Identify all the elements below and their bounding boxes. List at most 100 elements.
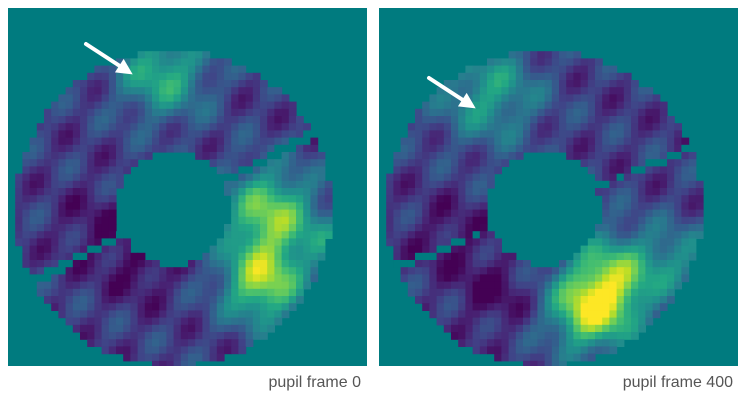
- pupil-pixel: [667, 209, 675, 218]
- pupil-pixel: [465, 159, 474, 167]
- pupil-pixel: [166, 87, 175, 95]
- pupil-pixel: [44, 267, 52, 275]
- pupil-pixel: [94, 260, 103, 268]
- pupil-pixel: [238, 101, 247, 110]
- pupil-pixel: [137, 339, 146, 347]
- pupil-pixel: [202, 123, 211, 131]
- pupil-pixel: [216, 87, 225, 95]
- pupil-pixel: [458, 173, 466, 182]
- pupil-pixel: [180, 80, 189, 88]
- pupil-pixel: [166, 144, 175, 153]
- pupil-pixel: [296, 123, 304, 131]
- pupil-pixel: [274, 303, 283, 311]
- pupil-pixel: [58, 209, 67, 218]
- pupil-pixel: [281, 108, 290, 117]
- pupil-pixel: [303, 267, 311, 275]
- pupil-pixel: [479, 137, 488, 146]
- pupil-pixel: [238, 224, 247, 232]
- pupil-pixel: [281, 144, 290, 153]
- pupil-pixel: [159, 80, 167, 88]
- pupil-pixel: [65, 144, 74, 153]
- pupil-pixel: [508, 144, 517, 153]
- pupil-pixel: [602, 166, 610, 175]
- pupil-pixel: [479, 224, 488, 232]
- pupil-pixel: [252, 144, 261, 153]
- pupil-pixel: [587, 65, 596, 74]
- pupil-pixel: [465, 216, 474, 225]
- pupil-pixel: [51, 188, 59, 196]
- pupil-pixel: [116, 231, 124, 239]
- pupil-pixel: [386, 209, 394, 218]
- pupil-pixel: [544, 130, 553, 139]
- pupil-pixel: [652, 274, 661, 283]
- pupil-pixel: [587, 274, 596, 283]
- pupil-pixel: [530, 94, 538, 103]
- pupil-pixel: [515, 303, 524, 311]
- pupil-pixel: [530, 144, 538, 153]
- pupil-pixel: [274, 260, 283, 268]
- pupil-pixel: [616, 108, 625, 117]
- pupil-pixel: [108, 65, 117, 74]
- pupil-pixel: [587, 288, 596, 297]
- pupil-pixel: [652, 188, 661, 196]
- pupil-pixel: [537, 310, 546, 319]
- pupil-pixel: [508, 72, 517, 81]
- pupil-pixel: [65, 87, 74, 95]
- pupil-pixel: [429, 180, 438, 189]
- pupil-pixel: [616, 152, 625, 160]
- pupil-pixel: [281, 238, 290, 247]
- pupil-pixel: [87, 87, 95, 95]
- pupil-pixel: [152, 339, 160, 347]
- pupil-pixel: [580, 288, 589, 297]
- pupil-pixel: [310, 231, 319, 239]
- pupil-pixel: [580, 317, 589, 326]
- pupil-pixel: [274, 144, 283, 153]
- pupil-pixel: [180, 94, 189, 103]
- pupil-pixel: [537, 101, 546, 110]
- pupil-pixel: [159, 58, 167, 67]
- pupil-pixel: [216, 346, 225, 355]
- pupil-pixel: [108, 195, 117, 203]
- pupil-pixel: [245, 209, 254, 218]
- pupil-pixel: [267, 108, 275, 117]
- pupil-pixel: [303, 231, 311, 239]
- pupil-pixel: [479, 72, 488, 81]
- pupil-pixel: [281, 281, 290, 290]
- pupil-pixel: [36, 245, 45, 254]
- pupil-pixel: [451, 231, 459, 239]
- pupil-pixel: [595, 260, 603, 268]
- pupil-pixel: [72, 101, 81, 110]
- pupil-pixel: [623, 324, 632, 333]
- pupil-pixel: [224, 101, 232, 110]
- pupil-pixel: [623, 94, 632, 103]
- pupil-pixel: [508, 303, 517, 311]
- pupil-pixel: [72, 188, 81, 196]
- pupil-pixel: [407, 281, 416, 290]
- pupil-pixel: [587, 332, 596, 340]
- pupil-pixel: [94, 72, 103, 81]
- pupil-pixel: [144, 288, 153, 297]
- pupil-pixel: [645, 159, 654, 167]
- pupil-pixel: [458, 310, 466, 319]
- pupil-pixel: [523, 281, 531, 290]
- pupil-pixel: [22, 224, 31, 232]
- pupil-pixel: [674, 231, 682, 239]
- pupil-pixel: [451, 332, 459, 340]
- pupil-pixel: [465, 180, 474, 189]
- pupil-pixel: [501, 144, 510, 153]
- pupil-pixel: [472, 238, 481, 247]
- pupil-pixel: [310, 144, 319, 153]
- pupil-pixel: [443, 188, 452, 196]
- pupil-pixel: [429, 137, 438, 146]
- pupil-pixel: [523, 116, 531, 124]
- pointer-arrow-icon: [427, 76, 476, 109]
- pupil-pixel: [29, 209, 38, 218]
- pupil-pixel: [393, 216, 402, 225]
- pupil-pixel: [159, 101, 167, 110]
- pupil-pixel: [544, 267, 553, 275]
- pupil-pixel: [436, 144, 445, 153]
- pupil-pixel: [296, 173, 304, 182]
- pupil-pixel: [245, 267, 254, 275]
- pupil-pixel: [638, 173, 646, 182]
- pupil-pixel: [422, 231, 430, 239]
